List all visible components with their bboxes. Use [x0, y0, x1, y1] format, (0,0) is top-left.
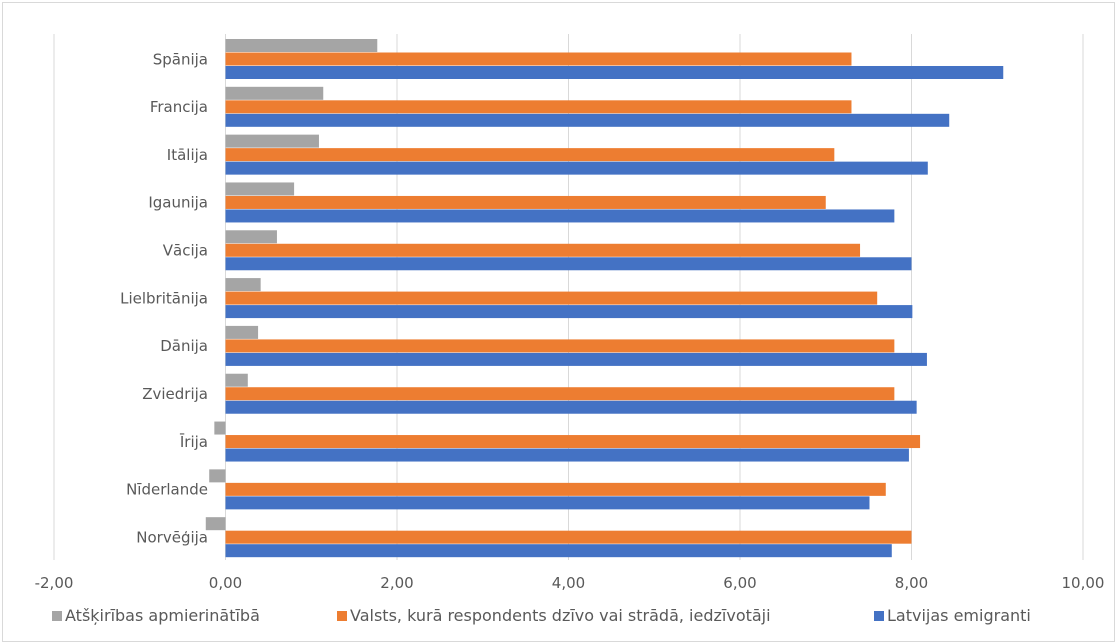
- x-tick-label: -2,00: [35, 574, 74, 592]
- bar-residents: [225, 52, 852, 66]
- category-label: Nīderlande: [126, 481, 208, 499]
- category-label: Īrija: [180, 433, 208, 451]
- x-tick-label: 2,00: [380, 574, 413, 592]
- legend-label: Latvijas emigranti: [887, 606, 1031, 625]
- bar-emigrants: [225, 496, 870, 510]
- category-label: Francija: [150, 98, 208, 116]
- bar-residents: [225, 148, 835, 162]
- bar-residents: [225, 387, 895, 401]
- bar-difference: [225, 134, 319, 148]
- category-label: Dānija: [160, 337, 208, 355]
- category-label: Norvēģija: [136, 528, 208, 546]
- x-tick-label: 4,00: [552, 574, 585, 592]
- bar-residents: [225, 435, 921, 449]
- legend-swatch: [52, 611, 62, 621]
- category-label: Spānija: [153, 50, 208, 68]
- bar-emigrants: [225, 448, 909, 462]
- bar-difference: [225, 325, 259, 339]
- category-label: Zviedrija: [142, 385, 208, 403]
- bar-difference: [205, 517, 226, 531]
- bar-residents: [225, 339, 895, 353]
- x-tick-label: 0,00: [209, 574, 242, 592]
- bar-difference: [225, 373, 248, 387]
- category-label: Lielbritānija: [120, 289, 208, 307]
- bar-emigrants: [225, 400, 917, 414]
- bar-residents: [225, 482, 886, 496]
- category-label: Itālija: [167, 146, 208, 164]
- legend-label: Atšķirības apmierinātībā: [65, 606, 260, 625]
- bar-difference: [225, 182, 295, 196]
- bar-emigrants: [225, 113, 950, 127]
- bar-residents: [225, 100, 852, 114]
- legend-swatch: [874, 611, 884, 621]
- bar-emigrants: [225, 352, 927, 366]
- bar-emigrants: [225, 305, 913, 319]
- bar-emigrants: [225, 161, 928, 175]
- legend-swatch: [337, 611, 347, 621]
- x-tick-label: 8,00: [895, 574, 928, 592]
- bar-difference: [225, 39, 378, 52]
- category-label: Vācija: [163, 242, 208, 260]
- bar-emigrants: [225, 209, 895, 223]
- bar-difference: [225, 230, 277, 244]
- legend-label: Valsts, kurā respondents dzīvo vai strād…: [350, 606, 771, 625]
- bar-residents: [225, 243, 861, 257]
- x-tick-label: 6,00: [723, 574, 756, 592]
- bar-difference: [225, 86, 324, 100]
- bar-residents: [225, 530, 912, 544]
- x-tick-label: 10,00: [1062, 574, 1105, 592]
- bar-emigrants: [225, 66, 1004, 79]
- bar-difference: [214, 421, 226, 435]
- bar-difference: [225, 278, 261, 292]
- bar-emigrants: [225, 544, 892, 558]
- bar-residents: [225, 291, 878, 305]
- bar-residents: [225, 195, 826, 209]
- bar-difference: [209, 469, 226, 483]
- category-label: Igaunija: [148, 194, 208, 212]
- bar-emigrants: [225, 257, 912, 271]
